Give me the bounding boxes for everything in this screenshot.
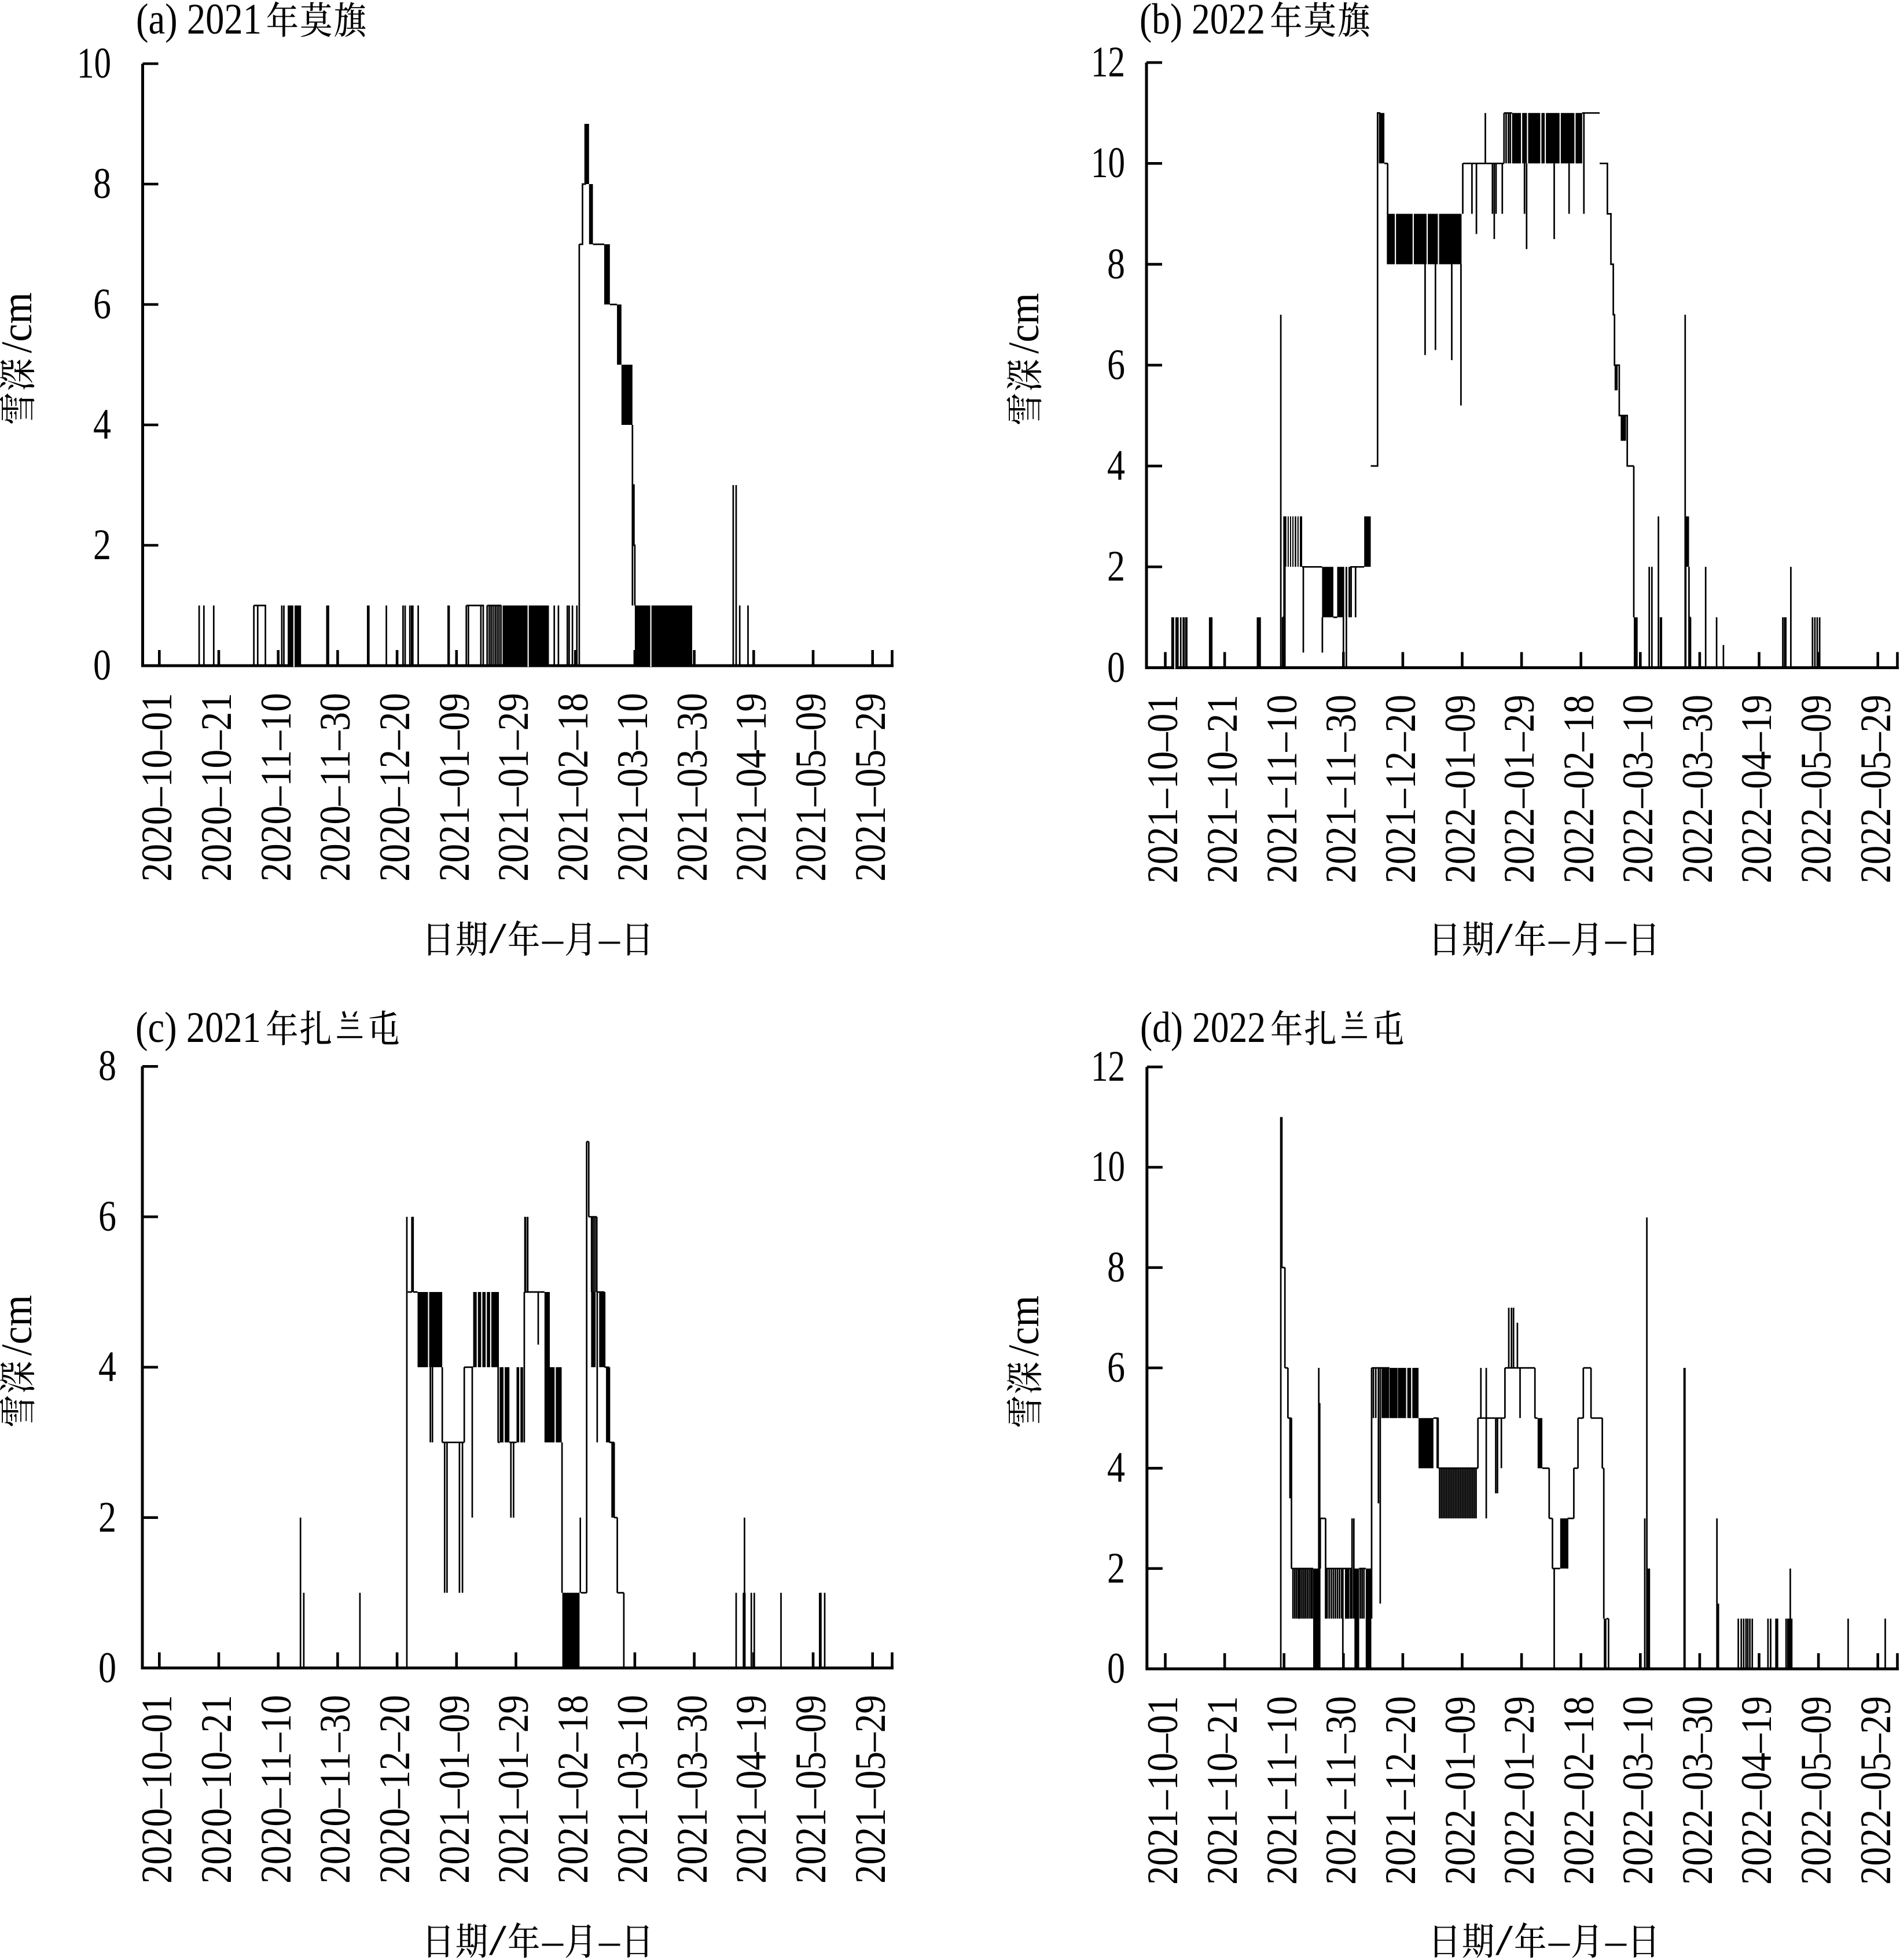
svg-text:2022–01–09: 2022–01–09 (1436, 695, 1484, 883)
svg-text:–: – (1548, 915, 1570, 963)
svg-text:0: 0 (93, 641, 111, 689)
svg-text:10: 10 (1091, 1143, 1125, 1191)
svg-text:4: 4 (98, 1343, 116, 1391)
svg-text:2020–10–01: 2020–10–01 (133, 1695, 181, 1884)
svg-text:0: 0 (1107, 644, 1125, 692)
svg-text:2022–03–10: 2022–03–10 (1614, 695, 1662, 883)
svg-text:8: 8 (1107, 1243, 1125, 1291)
svg-text:–: – (542, 1917, 564, 1960)
svg-text:/cm: /cm (1000, 1295, 1048, 1356)
svg-text:2022–02–18: 2022–02–18 (1555, 1696, 1603, 1885)
svg-text:8: 8 (93, 160, 111, 208)
svg-text:–: – (1548, 1917, 1570, 1960)
svg-text:4: 4 (1107, 442, 1125, 490)
svg-text:2021–01–29: 2021–01–29 (490, 1695, 538, 1884)
svg-text:2021–02–18: 2021–02–18 (549, 1695, 597, 1884)
svg-text:6: 6 (98, 1192, 116, 1240)
svg-text:–: – (1605, 1917, 1627, 1960)
svg-text:2022–01–09: 2022–01–09 (1436, 1696, 1484, 1885)
svg-text:2021–02–18: 2021–02–18 (549, 693, 597, 882)
svg-text:2020–10–21: 2020–10–21 (193, 1695, 241, 1884)
svg-text:0: 0 (1107, 1645, 1125, 1693)
svg-text:6: 6 (1107, 1344, 1125, 1392)
svg-text:2020–12–20: 2020–12–20 (371, 693, 419, 882)
svg-text:12: 12 (1091, 38, 1125, 86)
svg-text:2021–03–10: 2021–03–10 (609, 693, 657, 882)
svg-text:10: 10 (1091, 139, 1125, 187)
svg-text:2: 2 (98, 1493, 116, 1541)
svg-text:2021–12–20: 2021–12–20 (1377, 695, 1425, 883)
svg-text:2022–05–29: 2022–05–29 (1852, 695, 1900, 883)
svg-text:2021–01–29: 2021–01–29 (490, 693, 538, 882)
svg-text:/: / (489, 1917, 506, 1960)
svg-text:2022–05–09: 2022–05–09 (1792, 695, 1840, 883)
svg-text:12: 12 (1091, 1043, 1125, 1091)
svg-text:2022–04–19: 2022–04–19 (1733, 695, 1781, 883)
svg-text:2020–11–10: 2020–11–10 (252, 1695, 300, 1884)
svg-text:2021–10–01: 2021–10–01 (1139, 1696, 1187, 1885)
svg-text:/cm: /cm (1000, 293, 1048, 354)
svg-text:2021–05–29: 2021–05–29 (847, 693, 895, 882)
svg-text:(b) 2022: (b) 2022 (1140, 0, 1265, 43)
svg-text:/cm: /cm (0, 1295, 41, 1356)
svg-text:2021–01–09: 2021–01–09 (431, 693, 479, 882)
svg-text:0: 0 (98, 1644, 116, 1692)
svg-text:2022–03–10: 2022–03–10 (1614, 1696, 1662, 1885)
svg-text:2021–03–10: 2021–03–10 (609, 1695, 657, 1884)
svg-text:2021–12–20: 2021–12–20 (1377, 1696, 1425, 1885)
svg-text:2022–01–29: 2022–01–29 (1495, 1696, 1543, 1885)
svg-text:2: 2 (1107, 1544, 1125, 1592)
svg-text:/: / (1495, 1917, 1513, 1960)
svg-text:4: 4 (93, 401, 111, 449)
svg-text:2021–03–30: 2021–03–30 (668, 1695, 716, 1884)
svg-text:–: – (542, 915, 564, 963)
svg-text:2020–11–30: 2020–11–30 (311, 1695, 359, 1884)
svg-text:2020–11–30: 2020–11–30 (311, 693, 359, 882)
svg-text:–: – (598, 1917, 620, 1960)
svg-text:/: / (489, 915, 506, 963)
svg-text:2021–05–09: 2021–05–09 (787, 693, 835, 882)
svg-text:2020–10–21: 2020–10–21 (193, 693, 241, 882)
svg-text:2: 2 (93, 521, 111, 569)
svg-text:2021–05–29: 2021–05–29 (847, 1695, 895, 1884)
svg-text:2020–11–10: 2020–11–10 (252, 693, 300, 882)
svg-text:2021–10–21: 2021–10–21 (1199, 695, 1247, 883)
svg-text:–: – (598, 915, 620, 963)
svg-text:2022–03–30: 2022–03–30 (1674, 1696, 1722, 1885)
svg-text:2021–03–30: 2021–03–30 (668, 693, 716, 882)
svg-text:(c) 2021: (c) 2021 (135, 1004, 261, 1052)
svg-text:2021–10–21: 2021–10–21 (1199, 1696, 1247, 1885)
svg-text:/cm: /cm (0, 292, 41, 353)
svg-text:(a) 2021: (a) 2021 (136, 0, 262, 43)
svg-text:2020–12–20: 2020–12–20 (371, 1695, 419, 1884)
svg-text:2022–05–09: 2022–05–09 (1792, 1696, 1840, 1885)
svg-text:2021–11–10: 2021–11–10 (1258, 1696, 1306, 1885)
svg-text:10: 10 (77, 39, 111, 87)
svg-text:2021–01–09: 2021–01–09 (431, 1695, 479, 1884)
svg-text:6: 6 (1107, 341, 1125, 389)
svg-text:8: 8 (98, 1042, 116, 1090)
svg-text:2021–11–10: 2021–11–10 (1258, 695, 1306, 883)
svg-text:4: 4 (1107, 1444, 1125, 1492)
svg-text:2022–02–18: 2022–02–18 (1555, 695, 1603, 883)
svg-text:2022–05–29: 2022–05–29 (1852, 1696, 1900, 1885)
svg-text:(d) 2022: (d) 2022 (1140, 1004, 1266, 1052)
svg-text:2: 2 (1107, 542, 1125, 590)
svg-text:2021–11–30: 2021–11–30 (1317, 1696, 1365, 1885)
svg-text:8: 8 (1107, 240, 1125, 288)
svg-text:2021–04–19: 2021–04–19 (727, 693, 776, 882)
svg-text:2021–04–19: 2021–04–19 (727, 1695, 776, 1884)
svg-text:2020–10–01: 2020–10–01 (133, 693, 181, 882)
svg-text:2021–05–09: 2021–05–09 (787, 1695, 835, 1884)
svg-text:2022–04–19: 2022–04–19 (1733, 1696, 1781, 1885)
svg-text:2021–11–30: 2021–11–30 (1317, 695, 1365, 883)
svg-text:/: / (1495, 915, 1513, 963)
svg-text:2022–01–29: 2022–01–29 (1495, 695, 1543, 883)
svg-text:2022–03–30: 2022–03–30 (1674, 695, 1722, 883)
svg-text:6: 6 (93, 280, 111, 328)
svg-text:–: – (1605, 915, 1627, 963)
svg-text:2021–10–01: 2021–10–01 (1139, 695, 1187, 883)
